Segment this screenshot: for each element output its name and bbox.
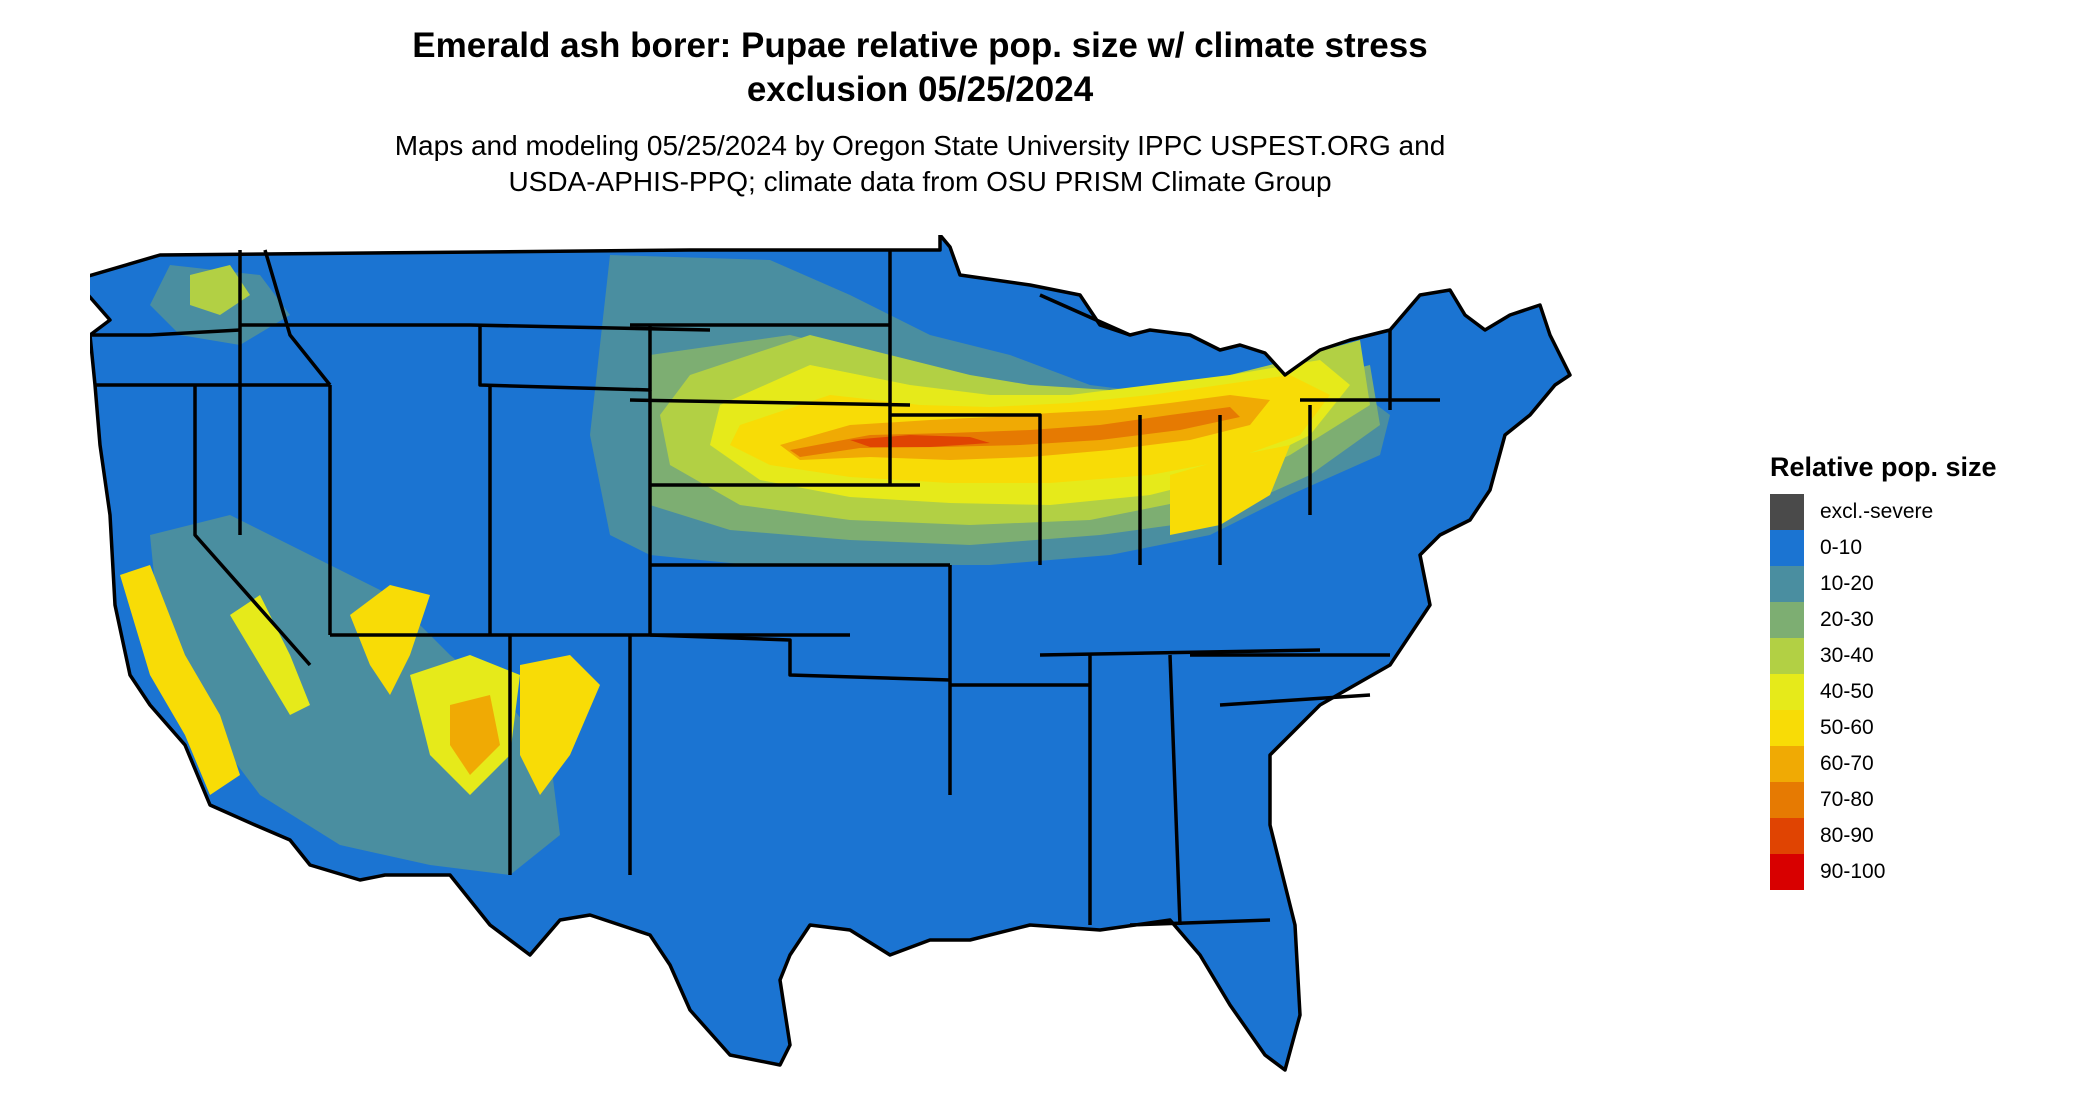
legend-title: Relative pop. size	[1770, 452, 1997, 482]
legend-swatch	[1770, 710, 1804, 746]
legend-swatch	[1770, 674, 1804, 710]
border-id-mt	[263, 249, 332, 387]
subtitle-line-2: USDA-APHIS-PPQ; climate data from OSU PR…	[508, 166, 1332, 197]
us-choropleth-map	[90, 235, 1572, 1072]
legend-swatch	[1770, 854, 1804, 890]
zone-50-60-south	[1170, 445, 1290, 535]
legend-label: 0-10	[1820, 536, 1863, 559]
legend-item: excl.-severe	[1770, 494, 2070, 530]
subtitle-line-1: Maps and modeling 05/25/2024 by Oregon S…	[394, 130, 1446, 161]
border-ca-nv	[193, 385, 312, 667]
border-sd-ne	[629, 398, 911, 407]
us-outline	[90, 235, 1572, 1072]
border-ia-mo	[890, 413, 1042, 565]
border-tn-ky	[1039, 648, 1321, 657]
legend-label: 30-40	[1820, 644, 1874, 667]
legend-swatch	[1770, 494, 1804, 530]
zone-west-mountains	[120, 265, 600, 795]
map-legend: Relative pop. size excl.-severe 0-10 10-…	[1770, 450, 2070, 890]
legend-item: 80-90	[1770, 818, 2070, 854]
legend-label: 40-50	[1820, 680, 1874, 703]
border-wy	[478, 325, 652, 392]
legend-item: 30-40	[1770, 638, 2070, 674]
state-borders	[90, 235, 1572, 1072]
legend-label: 50-60	[1820, 716, 1874, 739]
border-sc-nc	[1219, 693, 1371, 707]
border-al-ga	[1168, 654, 1182, 926]
population-zones	[120, 255, 1390, 875]
legend-item: 60-70	[1770, 746, 2070, 782]
legend-label: 70-80	[1820, 788, 1874, 811]
map-title: Emerald ash borer: Pupae relative pop. s…	[260, 24, 1580, 112]
map-subtitle: Maps and modeling 05/25/2024 by Oregon S…	[260, 128, 1580, 200]
legend-item: 90-100	[1770, 854, 2070, 890]
legend-label: excl.-severe	[1820, 500, 1934, 523]
border-ok-tx	[649, 633, 951, 682]
legend-item: 40-50	[1770, 674, 2070, 710]
legend-swatch	[1770, 638, 1804, 674]
title-line-2: exclusion 05/25/2024	[746, 70, 1094, 109]
legend-label: 60-70	[1820, 752, 1874, 775]
border-mt-south	[240, 323, 711, 332]
border-wa-or	[90, 328, 241, 337]
legend-swatch	[1770, 602, 1804, 638]
legend-swatch	[1770, 566, 1804, 602]
legend-label: 10-20	[1820, 572, 1874, 595]
title-line-1: Emerald ash borer: Pupae relative pop. s…	[412, 26, 1428, 65]
border-wi-mi	[1039, 293, 1131, 337]
legend-items: excl.-severe 0-10 10-20 20-30 30-40 40-5…	[1770, 494, 2070, 890]
legend-item: 10-20	[1770, 566, 2070, 602]
legend-label: 80-90	[1820, 824, 1874, 847]
legend-swatch	[1770, 746, 1804, 782]
legend-item: 20-30	[1770, 602, 2070, 638]
zone-80-90	[850, 435, 990, 447]
legend-item: 0-10	[1770, 530, 2070, 566]
legend-swatch	[1770, 818, 1804, 854]
legend-swatch	[1770, 530, 1804, 566]
legend-label: 90-100	[1820, 860, 1886, 883]
legend-item: 50-60	[1770, 710, 2070, 746]
border-ga-fl	[1129, 918, 1271, 927]
legend-swatch	[1770, 782, 1804, 818]
legend-item: 70-80	[1770, 782, 2070, 818]
legend-label: 20-30	[1820, 608, 1874, 631]
